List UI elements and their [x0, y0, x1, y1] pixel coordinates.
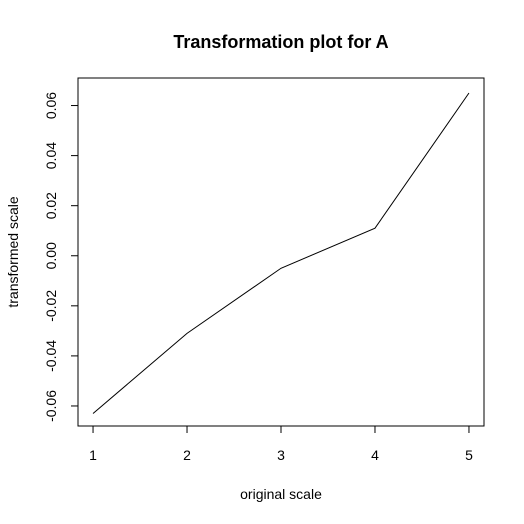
series-line-0 [92, 92, 470, 414]
y-tick-label: -0.02 [43, 290, 59, 322]
y-tick-label: 0.04 [43, 142, 59, 169]
y-tick-label: -0.06 [43, 390, 59, 422]
y-tick-label: 0.06 [43, 92, 59, 119]
x-tick-label: 4 [371, 447, 379, 463]
x-axis: 1 2 3 4 5 [89, 425, 473, 463]
x-tick-label: 1 [89, 447, 97, 463]
series-group [92, 92, 470, 414]
y-tick-label: 0.02 [43, 192, 59, 219]
x-tick-label: 3 [277, 447, 285, 463]
x-tick-label: 5 [465, 447, 473, 463]
y-axis-label: transformed scale [5, 196, 21, 307]
x-axis-label: original scale [240, 486, 322, 502]
x-tick-label: 2 [183, 447, 191, 463]
y-tick-label: 0.00 [43, 242, 59, 269]
y-tick-label: -0.04 [43, 340, 59, 372]
y-axis: -0.06 -0.04 -0.02 0.00 0.02 0.04 0.06 [43, 92, 79, 422]
chart-title: Transformation plot for A [173, 32, 388, 52]
